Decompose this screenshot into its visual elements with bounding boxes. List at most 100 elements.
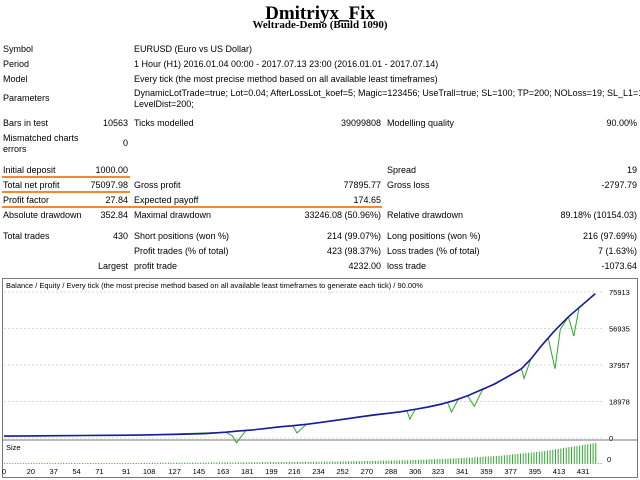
size-bar [283, 461, 285, 464]
model-label: Model [3, 74, 28, 84]
size-bar [597, 463, 599, 464]
size-bar [576, 445, 578, 464]
size-bar [288, 461, 290, 464]
size-bar [511, 454, 513, 464]
size-bar [221, 462, 223, 464]
size-bar [538, 451, 540, 464]
size-bar [235, 462, 237, 464]
highlight-net-profit [2, 191, 130, 193]
size-bar [20, 463, 22, 464]
size-bar [377, 460, 379, 464]
size-bar [501, 455, 503, 464]
size-bar [162, 462, 164, 464]
x-axis-labels: 0 20 37 54 71 91 108 127 145 163 181 199 216 234 252 27… [2, 467, 589, 476]
size-bar [178, 462, 180, 464]
y-tick-label: 75913 [609, 288, 630, 297]
equity-series [3, 293, 596, 444]
size-bar [415, 459, 417, 464]
balance-series [3, 292, 596, 437]
x-tick-label: 199 [265, 467, 278, 476]
size-bar [579, 445, 581, 464]
size-bar [116, 462, 118, 464]
quality-value: 90.00% [606, 118, 637, 128]
size-bar [391, 460, 393, 464]
size-bar [563, 448, 565, 464]
size-bar [356, 461, 358, 464]
size-bar [509, 454, 511, 464]
size-bar [270, 462, 272, 464]
largest-label: Largest [97, 261, 128, 271]
total-trades-label: Total trades [3, 231, 50, 241]
size-bar [240, 462, 242, 464]
size-bar [130, 462, 132, 464]
size-bar [477, 457, 479, 464]
size-bar [106, 463, 108, 464]
size-bar [417, 459, 419, 464]
x-tick-label: 91 [122, 467, 130, 476]
highlight-profit-factor [2, 206, 382, 208]
mismatch-label-2: errors [3, 144, 27, 154]
symbol-label: Symbol [3, 44, 34, 54]
size-bar [192, 462, 194, 464]
size-bar [47, 463, 49, 464]
size-bar [213, 462, 215, 464]
size-bar [442, 458, 444, 464]
quality-label: Modelling quality [387, 118, 455, 128]
size-bar [294, 461, 296, 464]
y-tick-label: 0 [609, 434, 613, 443]
x-tick-label: 270 [361, 467, 374, 476]
size-bar [133, 462, 135, 464]
size-bar [318, 461, 320, 464]
size-bar [353, 461, 355, 464]
parameters-label: Parameters [3, 93, 50, 103]
size-bar [216, 462, 218, 464]
size-bar [135, 462, 137, 464]
size-bar [337, 461, 339, 464]
size-bar [55, 463, 57, 464]
ticks-value: 39099808 [340, 118, 381, 128]
size-bar [525, 453, 527, 464]
x-tick-label: 431 [577, 467, 590, 476]
size-bar [458, 458, 460, 464]
size-bar [267, 462, 269, 464]
size-bar [520, 453, 522, 464]
mismatch-label-1: Mismatched charts [3, 133, 79, 143]
size-bar [219, 462, 221, 464]
size-bar [63, 463, 65, 464]
size-bar [68, 463, 70, 464]
size-bar [587, 444, 589, 464]
size-bar [291, 461, 293, 464]
size-bar [259, 462, 261, 464]
size-bar [71, 463, 73, 464]
size-bar [420, 459, 422, 464]
size-bar [474, 457, 476, 464]
size-bar [154, 462, 156, 464]
size-bar [444, 458, 446, 464]
long-positions-label: Long positions (won %) [387, 231, 481, 241]
size-bar [487, 456, 489, 464]
size-bar [305, 461, 307, 464]
size-bar [552, 449, 554, 464]
size-bar [60, 463, 62, 464]
size-bar [307, 461, 309, 464]
size-bar [299, 461, 301, 464]
size-bar [286, 461, 288, 464]
x-tick-label: 359 [480, 467, 493, 476]
y-tick-label: 18978 [609, 398, 630, 407]
size-bar [275, 462, 277, 464]
size-bar [600, 463, 602, 464]
largest-loss-label: loss trade [387, 261, 427, 271]
size-bar [364, 461, 366, 464]
size-bar [146, 462, 148, 464]
x-tick-label: 395 [529, 467, 542, 476]
size-bar [428, 459, 430, 464]
size-bar [73, 463, 75, 464]
size-bar [302, 461, 304, 464]
period-label: Period [3, 59, 30, 69]
size-bar [321, 461, 323, 464]
size-bar [251, 462, 253, 464]
size-label: Size [6, 443, 21, 452]
x-tick-label: 163 [217, 467, 230, 476]
size-bar [393, 460, 395, 464]
size-bar [76, 463, 78, 464]
